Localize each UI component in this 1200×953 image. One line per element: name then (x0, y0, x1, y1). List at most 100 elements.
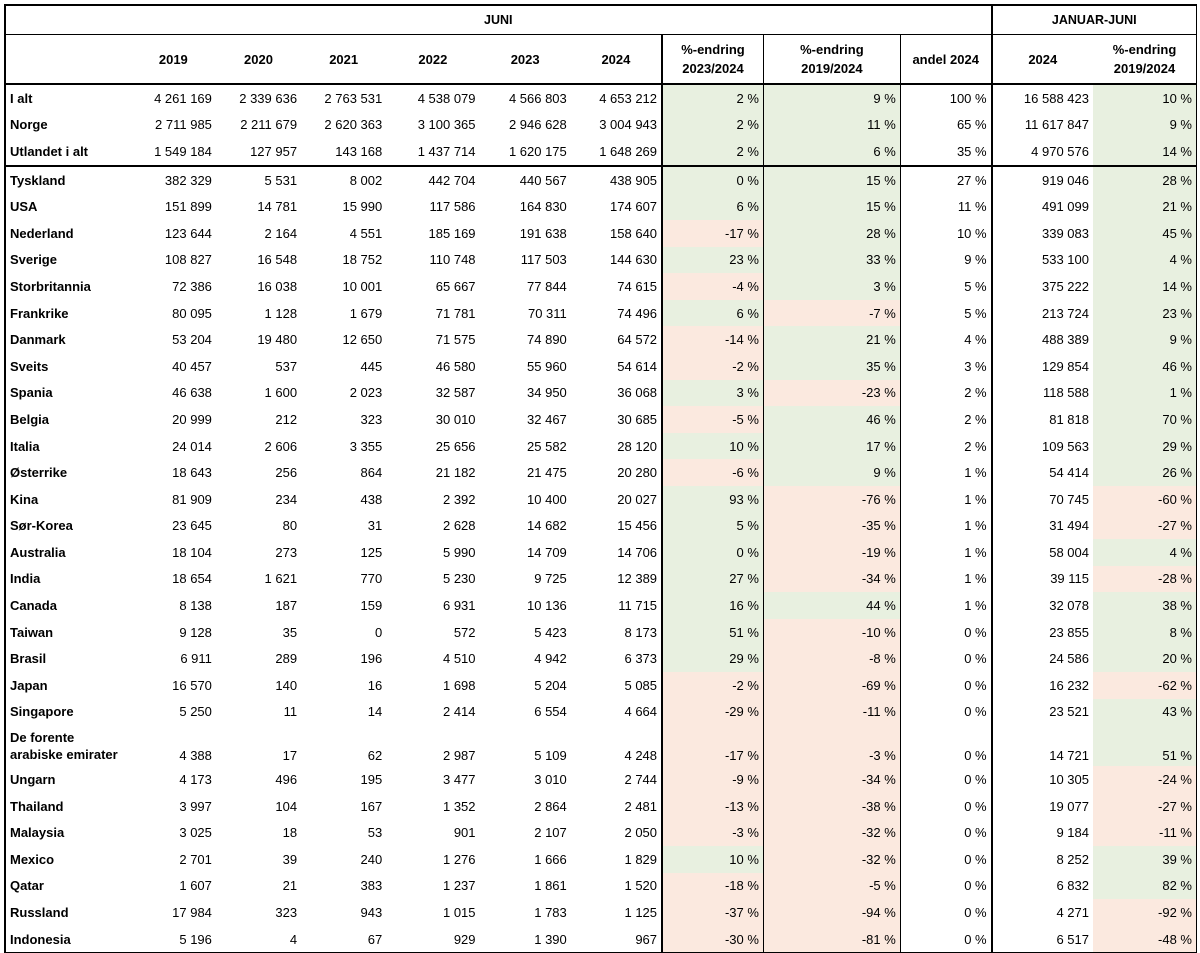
cell-jan-jun-pct-change-2019-2024: -92 % (1092, 899, 1197, 926)
cell-2021: 438 (360, 491, 383, 507)
cell-pct-change-2019-2024: -94 % (762, 899, 901, 926)
row-label: Norge (4, 111, 131, 139)
cell-share-2024: 65 % (899, 111, 992, 139)
cell-pct-change-2019-2024: -34 % (762, 766, 901, 793)
cell-2019: 18 643 (172, 465, 212, 481)
cell-2020: 127 957 (250, 143, 298, 159)
table-row: Storbritannia 72 386 16 038 10 001 65 667 77 … (4, 273, 1197, 300)
cell-2019: 3 025 (179, 825, 212, 841)
cell-2024: 1 648 269 (599, 143, 658, 159)
cell-jan-jun-2024: 81 818 (990, 406, 1093, 433)
cell-jan-jun-pct-change-2019-2024: 14 % (1092, 273, 1197, 300)
cell-2024: 20 280 (617, 465, 658, 481)
cell-2021: 8 002 (301, 164, 387, 194)
cell-share-2024: 3 % (899, 352, 992, 380)
cell-pct-change-2023-2024: -6 % (661, 459, 764, 486)
column-header-pct-change-2019-2024: %-endring 2019/2024 (762, 34, 901, 85)
cell-pct-change-2023-2024: 10 % (661, 432, 764, 460)
cell-pct-change-2023-2024: 51 % (661, 618, 764, 646)
table-row: Belgia 20 999 212 323 30 010 32 467 30 685 -5 %… (4, 406, 1197, 433)
cell-2021: 323 (360, 411, 383, 427)
cell-2024: 1 125 (624, 905, 658, 921)
cell-2020: 496 (275, 772, 298, 788)
cell-2022: 71 781 (435, 305, 476, 321)
cell-jan-jun-pct-change-2019-2024: -48 % (1092, 925, 1197, 953)
row-label: Nederland (4, 219, 131, 247)
cell-2020: 104 (275, 798, 298, 814)
cell-2019: 6 911 (180, 651, 212, 667)
cell-2022: 32 587 (435, 385, 476, 401)
cell-2019: 40 457 (172, 358, 212, 374)
cell-2021: 159 (360, 598, 383, 614)
cell-pct-change-2019-2024: 6 % (762, 138, 901, 166)
cell-2020: 17 (282, 748, 298, 764)
table-row: Frankrike 80 095 1 128 1 679 71 781 70 311 74 … (4, 299, 1197, 327)
cell-2020: 537 (275, 358, 298, 374)
cell-2020: 140 (275, 677, 298, 693)
cell-pct-change-2023-2024: -30 % (661, 925, 764, 953)
cell-2024: 1 520 (624, 878, 658, 894)
cell-2019: 2 711 985 (155, 117, 212, 133)
table-row: Mexico 2 701 39 240 1 276 1 666 1 829 10 % -32 %… (4, 846, 1197, 873)
cell-2023: 2 107 (534, 825, 567, 841)
table-row: Nederland 123 644 2 164 4 551 185 169 191 638… (4, 219, 1197, 247)
cell-pct-change-2023-2024: 6 % (661, 299, 764, 327)
cell-2023: 77 844 (527, 278, 567, 294)
cell-jan-jun-pct-change-2019-2024: -62 % (1092, 672, 1197, 699)
cell-2021: 16 (367, 677, 383, 693)
hotel-nights-table: JUNI JANUAR-JUNI 2019 2020 2021 2022 2023 202… (4, 4, 1197, 953)
cell-2022: 2 628 (442, 518, 476, 534)
cell-jan-jun-pct-change-2019-2024: 28 % (1092, 164, 1197, 194)
cell-pct-change-2023-2024: 23 % (661, 246, 764, 274)
cell-2020: 39 (282, 851, 298, 867)
cell-2023: 14 682 (527, 518, 567, 534)
cell-jan-jun-2024: 24 586 (990, 645, 1093, 673)
cell-2022: 572 (453, 624, 476, 640)
cell-jan-jun-pct-change-2019-2024: 21 % (1092, 193, 1197, 220)
cell-2024: 14 706 (617, 544, 658, 560)
cell-share-2024: 1 % (899, 539, 992, 566)
cell-2023: 74 890 (527, 332, 567, 348)
cell-share-2024: 10 % (899, 219, 992, 247)
cell-2022: 3 477 (442, 772, 476, 788)
cell-2023: 10 400 (527, 491, 567, 507)
table-row: Sverige 108 827 16 548 18 752 110 748 117 503… (4, 246, 1197, 274)
cell-pct-change-2023-2024: -2 % (661, 672, 764, 699)
row-label: Spania (4, 379, 131, 407)
row-label: Sverige (4, 246, 131, 274)
cell-pct-change-2023-2024: -18 % (661, 872, 764, 900)
table-row: Canada 8 138 187 159 6 931 10 136 11 715 16 % 44… (4, 592, 1197, 619)
cell-share-2024: 1 % (899, 459, 992, 486)
row-label: Frankrike (4, 299, 131, 327)
cell-jan-jun-pct-change-2019-2024: -27 % (1092, 792, 1197, 820)
cell-2022: 110 748 (429, 252, 476, 268)
cell-2023: 191 638 (519, 225, 567, 241)
cell-jan-jun-2024: 339 083 (990, 219, 1093, 247)
cell-jan-jun-2024: 19 077 (990, 792, 1093, 820)
cell-share-2024: 0 % (899, 792, 992, 820)
cell-pct-change-2023-2024: -3 % (661, 819, 764, 847)
table-row: Indonesia 5 196 4 67 929 1 390 967 -30 % -81 % 0 … (4, 925, 1197, 953)
cell-2023: 5 204 (534, 677, 567, 693)
cell-2020: 234 (275, 491, 298, 507)
cell-2023: 1 666 (534, 851, 567, 867)
cell-2024: 438 905 (570, 164, 663, 194)
cell-share-2024: 0 % (899, 645, 992, 673)
row-label: Australia (4, 539, 131, 566)
cell-jan-jun-2024: 375 222 (990, 273, 1093, 300)
table-row: Ungarn 4 173 496 195 3 477 3 010 2 744 -9 % -34 … (4, 766, 1197, 793)
cell-2019: 2 701 (179, 851, 212, 867)
cell-2024: 74 615 (617, 278, 658, 294)
cell-2024: 144 630 (610, 252, 658, 268)
cell-2020: 14 781 (257, 199, 298, 215)
cell-jan-jun-pct-change-2019-2024: -60 % (1092, 485, 1197, 513)
cell-2024: 20 027 (617, 491, 658, 507)
cell-2021: 2 620 363 (324, 117, 383, 133)
cell-2022: 3 100 365 (417, 117, 476, 133)
row-label: Belgia (4, 406, 131, 433)
row-label: Taiwan (4, 618, 131, 646)
cell-2020: 2 339 636 (239, 90, 298, 106)
cell-2020: 1 600 (264, 385, 298, 401)
cell-2020: 2 606 (264, 438, 298, 454)
cell-2024: 8 173 (624, 624, 658, 640)
